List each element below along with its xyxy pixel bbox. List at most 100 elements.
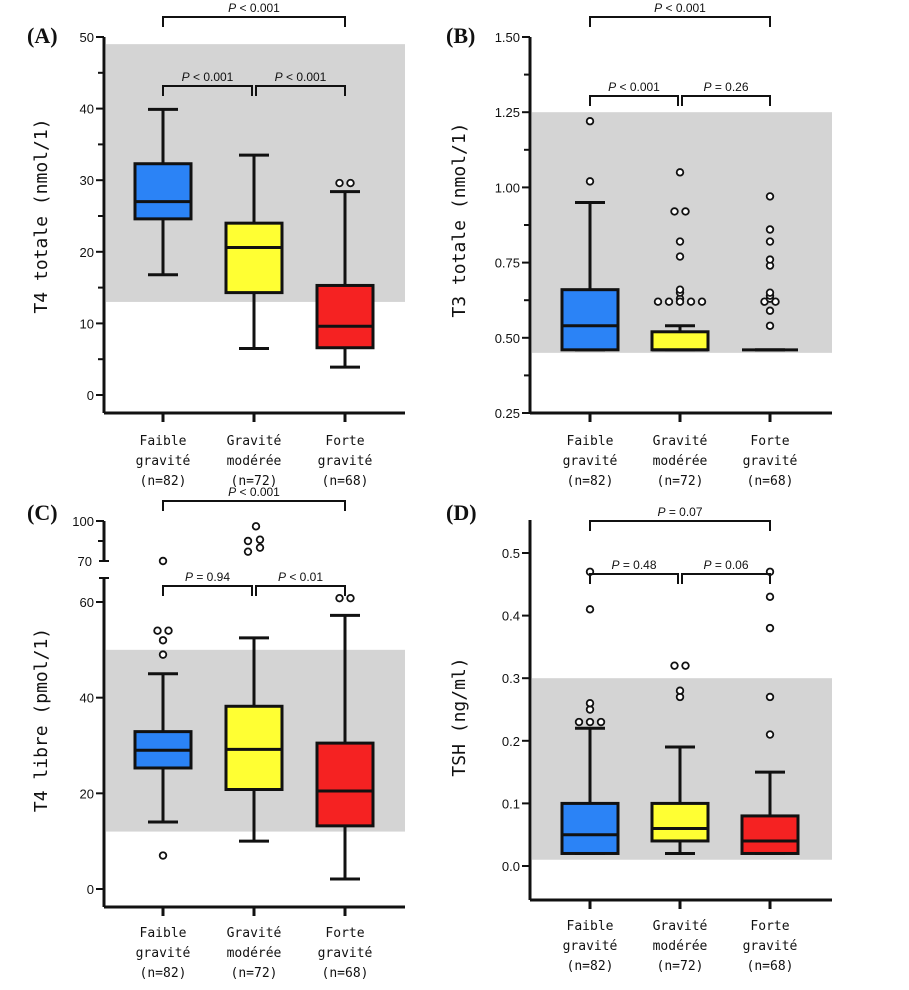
outlier-point <box>664 297 674 306</box>
category-label: Gravité modérée (n=72) <box>653 919 708 974</box>
outlier-point <box>681 207 690 216</box>
p-value-symbol: P <box>182 70 190 84</box>
significance-bracket <box>162 85 253 96</box>
y-tick-label: 0.5 <box>502 546 520 561</box>
category-label-line: Faible <box>567 919 614 934</box>
significance-bracket <box>162 16 346 27</box>
y-tick-label: 0.3 <box>502 671 520 686</box>
p-value-label: P = 0.07 <box>657 505 702 519</box>
outlier-point <box>585 177 595 186</box>
p-value-label: P < 0.01 <box>278 570 323 584</box>
category-label-line: (n=82) <box>140 474 187 489</box>
outlier-point <box>255 543 265 552</box>
p-value-text: < 0.001 <box>190 70 234 84</box>
box-iqr <box>315 283 375 350</box>
p-value-text: = 0.07 <box>665 505 702 519</box>
p-value-label: P < 0.001 <box>608 80 660 94</box>
y-tick-label: 0.1 <box>502 796 520 811</box>
category-label-line: Forte <box>750 434 789 449</box>
outlier-point <box>585 117 595 126</box>
p-value-label: P = 0.06 <box>703 558 748 572</box>
y-tick-label: 1.00 <box>495 180 520 195</box>
p-value-label: P < 0.001 <box>228 485 280 499</box>
outlier-point <box>765 255 775 264</box>
category-label: Forte gravité (n=68) <box>743 919 798 974</box>
panel-a: (A) 0 10 20 30 40 50 T4 totale (nmol/1) Faible gr… <box>27 1 405 489</box>
outlier-point <box>158 650 168 659</box>
category-label: Forte gravité (n=68) <box>743 434 798 489</box>
y-tick-label: 0.25 <box>495 406 520 421</box>
y-tick-label: 0 <box>87 882 94 897</box>
category-label-line: gravité <box>563 939 618 954</box>
significance-bracket <box>589 573 679 584</box>
outlier-point <box>653 297 663 306</box>
outlier-point <box>765 730 775 739</box>
outlier-point <box>765 592 775 602</box>
outlier-point <box>675 297 685 306</box>
category-label: Gravité modérée (n=72) <box>227 434 282 489</box>
p-value-symbol: P <box>703 80 711 94</box>
outlier-point <box>251 522 261 531</box>
outlier-point <box>765 321 775 330</box>
p-value-symbol: P <box>654 1 662 15</box>
category-label-line: Gravité <box>653 919 708 934</box>
p-value-symbol: P <box>275 70 283 84</box>
category-label-line: gravité <box>743 454 798 469</box>
category-label-line: Faible <box>140 926 187 941</box>
outlier-point <box>765 288 775 297</box>
y-tick-label: 70 <box>78 554 92 569</box>
significance-bracket <box>255 85 346 96</box>
outlier-point <box>765 692 775 702</box>
category-label-line: gravité <box>136 946 191 961</box>
panel-d: (D) 0.0 0.1 0.2 0.3 0.4 0.5 TSH (ng/ml) Faible gr… <box>446 500 832 974</box>
significance-bracket <box>255 585 346 596</box>
p-value-symbol: P <box>608 80 616 94</box>
y-tick-label: 0.2 <box>502 734 520 749</box>
y-tick-label: 60 <box>80 595 94 610</box>
outlier-point <box>675 252 685 261</box>
p-value-text: = 0.48 <box>619 558 656 572</box>
panel-b: (B) 0.25 0.50 0.75 1.00 1.25 1.50 T3 totale (nm… <box>446 1 832 489</box>
y-tick-label: 0.0 <box>502 859 520 874</box>
significance-bracket <box>681 95 771 106</box>
outlier-point <box>765 306 775 315</box>
p-value-symbol: P <box>228 485 236 499</box>
box-iqr <box>315 741 375 828</box>
category-label: Forte gravité (n=68) <box>318 926 373 981</box>
outlier-point <box>346 593 355 603</box>
category-label-line: (n=72) <box>657 959 704 974</box>
category-label: Faible gravité (n=82) <box>136 434 191 489</box>
category-label-line: gravité <box>318 946 373 961</box>
box-iqr <box>650 801 710 843</box>
y-tick-label: 0 <box>87 388 94 403</box>
category-label-line: (n=72) <box>231 966 278 981</box>
outlier-point <box>670 207 679 216</box>
y-tick-label: 20 <box>80 245 94 260</box>
y-tick-label: 0.75 <box>495 256 520 271</box>
category-label-line: gravité <box>318 454 373 469</box>
category-label-line: (n=68) <box>322 474 369 489</box>
significance-bracket <box>589 16 771 27</box>
p-value-label: P = 0.26 <box>703 80 748 94</box>
category-label-line: (n=68) <box>747 959 794 974</box>
p-value-label: P < 0.001 <box>654 1 706 15</box>
p-value-symbol: P <box>185 570 193 584</box>
outlier-point <box>670 661 679 670</box>
outlier-point <box>164 626 173 635</box>
outlier-point <box>765 192 775 201</box>
significance-bracket <box>162 500 346 511</box>
y-axis-label: T4 libre (pmol/1) <box>31 628 52 812</box>
significance-bracket <box>162 585 253 596</box>
outlier-point <box>681 661 690 670</box>
y-tick-label: 10 <box>80 316 94 331</box>
p-value-text: < 0.001 <box>283 70 327 84</box>
category-label-line: Gravité <box>653 434 708 449</box>
y-axis-label: TSH (ng/ml) <box>449 657 470 776</box>
y-tick-label: 50 <box>80 30 94 45</box>
y-tick-label: 100 <box>72 514 94 529</box>
outlier-point <box>686 297 696 306</box>
outlier-point <box>765 623 775 633</box>
category-label-line: Forte <box>325 926 364 941</box>
y-tick-label: 40 <box>80 102 94 117</box>
